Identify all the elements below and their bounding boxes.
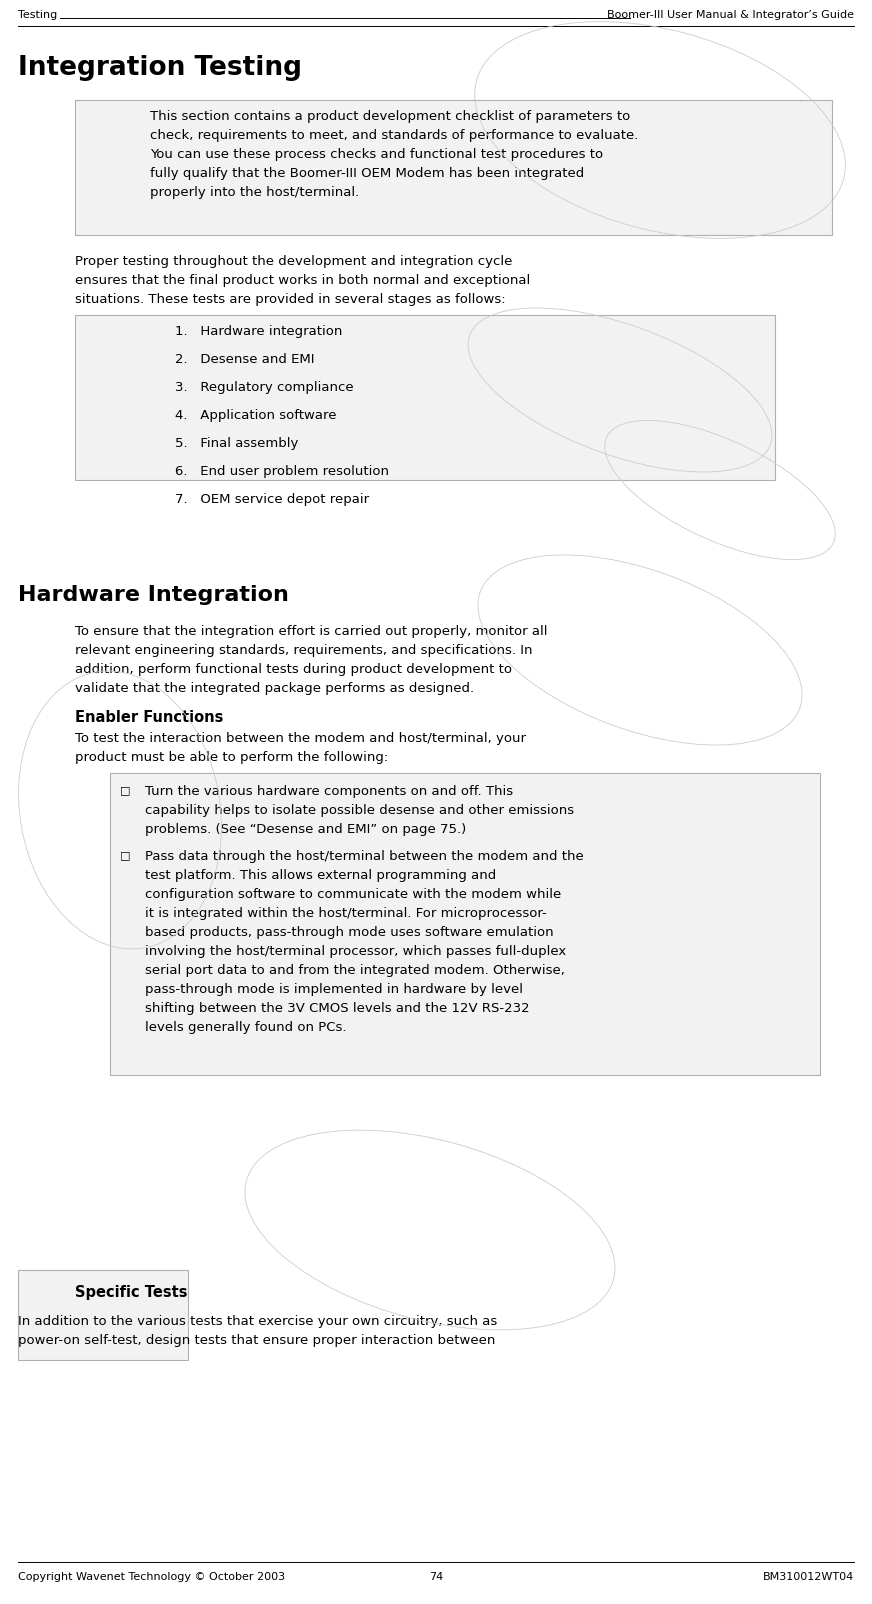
Text: □: □: [120, 850, 131, 860]
Text: 6.   End user problem resolution: 6. End user problem resolution: [175, 465, 389, 478]
Text: Boomer-III User Manual & Integrator’s Guide: Boomer-III User Manual & Integrator’s Gu…: [607, 10, 854, 19]
Text: Hardware Integration: Hardware Integration: [18, 585, 289, 605]
Text: product must be able to perform the following:: product must be able to perform the foll…: [75, 751, 388, 764]
Text: it is integrated within the host/terminal. For microprocessor-: it is integrated within the host/termina…: [145, 906, 547, 921]
Text: 2.   Desense and EMI: 2. Desense and EMI: [175, 353, 315, 366]
Text: Proper testing throughout the development and integration cycle: Proper testing throughout the developmen…: [75, 255, 513, 268]
Text: check, requirements to meet, and standards of performance to evaluate.: check, requirements to meet, and standar…: [150, 128, 638, 143]
Text: 5.   Final assembly: 5. Final assembly: [175, 436, 298, 451]
Text: situations. These tests are provided in several stages as follows:: situations. These tests are provided in …: [75, 294, 506, 306]
Text: properly into the host/terminal.: properly into the host/terminal.: [150, 186, 359, 199]
Text: capability helps to isolate possible desense and other emissions: capability helps to isolate possible des…: [145, 804, 574, 816]
Text: Testing: Testing: [18, 10, 58, 19]
Text: 7.   OEM service depot repair: 7. OEM service depot repair: [175, 492, 369, 505]
Text: 4.   Application software: 4. Application software: [175, 409, 337, 422]
Text: Enabler Functions: Enabler Functions: [75, 711, 223, 725]
Text: serial port data to and from the integrated modem. Otherwise,: serial port data to and from the integra…: [145, 964, 565, 977]
Text: problems. (See “Desense and EMI” on page 75.): problems. (See “Desense and EMI” on page…: [145, 823, 467, 836]
Text: ensures that the final product works in both normal and exceptional: ensures that the final product works in …: [75, 274, 530, 287]
Text: test platform. This allows external programming and: test platform. This allows external prog…: [145, 869, 496, 882]
Text: You can use these process checks and functional test procedures to: You can use these process checks and fun…: [150, 148, 603, 160]
Text: Specific Tests: Specific Tests: [75, 1285, 187, 1299]
Text: levels generally found on PCs.: levels generally found on PCs.: [145, 1022, 346, 1035]
FancyBboxPatch shape: [110, 773, 820, 1075]
Text: Pass data through the host/terminal between the modem and the: Pass data through the host/terminal betw…: [145, 850, 583, 863]
Text: In addition to the various tests that exercise your own circuitry, such as: In addition to the various tests that ex…: [18, 1315, 497, 1328]
Text: □: □: [120, 784, 131, 796]
Text: shifting between the 3V CMOS levels and the 12V RS-232: shifting between the 3V CMOS levels and …: [145, 1002, 529, 1015]
Text: Integration Testing: Integration Testing: [18, 55, 302, 80]
FancyBboxPatch shape: [75, 314, 775, 480]
Text: based products, pass-through mode uses software emulation: based products, pass-through mode uses s…: [145, 926, 554, 938]
Text: To ensure that the integration effort is carried out properly, monitor all: To ensure that the integration effort is…: [75, 626, 548, 638]
Text: relevant engineering standards, requirements, and specifications. In: relevant engineering standards, requirem…: [75, 643, 533, 658]
Text: pass-through mode is implemented in hardware by level: pass-through mode is implemented in hard…: [145, 983, 523, 996]
Text: validate that the integrated package performs as designed.: validate that the integrated package per…: [75, 682, 474, 695]
Text: fully qualify that the Boomer-III OEM Modem has been integrated: fully qualify that the Boomer-III OEM Mo…: [150, 167, 584, 180]
Text: power-on self-test, design tests that ensure proper interaction between: power-on self-test, design tests that en…: [18, 1335, 495, 1347]
Text: This section contains a product development checklist of parameters to: This section contains a product developm…: [150, 111, 630, 124]
Text: BM310012WT04: BM310012WT04: [763, 1572, 854, 1582]
Text: involving the host/terminal processor, which passes full-duplex: involving the host/terminal processor, w…: [145, 945, 566, 958]
Text: 1.   Hardware integration: 1. Hardware integration: [175, 326, 343, 338]
FancyBboxPatch shape: [18, 1270, 188, 1360]
Text: To test the interaction between the modem and host/terminal, your: To test the interaction between the mode…: [75, 731, 526, 744]
Text: Turn the various hardware components on and off. This: Turn the various hardware components on …: [145, 784, 513, 799]
FancyBboxPatch shape: [75, 99, 832, 236]
Text: configuration software to communicate with the modem while: configuration software to communicate wi…: [145, 889, 562, 901]
Text: 74: 74: [429, 1572, 443, 1582]
Text: addition, perform functional tests during product development to: addition, perform functional tests durin…: [75, 662, 512, 675]
Text: 3.   Regulatory compliance: 3. Regulatory compliance: [175, 382, 354, 395]
Text: Copyright Wavenet Technology © October 2003: Copyright Wavenet Technology © October 2…: [18, 1572, 285, 1582]
